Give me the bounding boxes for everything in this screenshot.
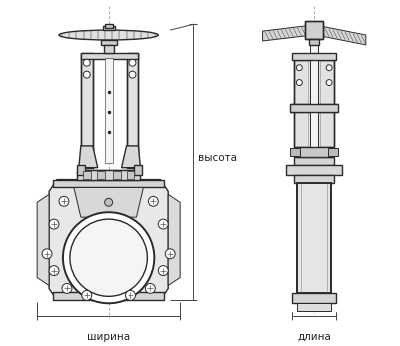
Polygon shape bbox=[262, 25, 312, 41]
Circle shape bbox=[42, 249, 52, 259]
Bar bbox=[294, 175, 334, 183]
Circle shape bbox=[296, 80, 302, 85]
Bar bbox=[97, 171, 105, 179]
Bar bbox=[83, 171, 91, 179]
Bar bbox=[290, 104, 338, 112]
Bar bbox=[134, 165, 142, 175]
Bar bbox=[53, 180, 164, 188]
Bar bbox=[297, 183, 331, 293]
Text: длина: длина bbox=[297, 332, 331, 342]
Polygon shape bbox=[122, 146, 140, 168]
Bar bbox=[296, 147, 332, 157]
Bar bbox=[101, 40, 116, 45]
Bar bbox=[105, 24, 113, 28]
Circle shape bbox=[165, 249, 175, 259]
Bar bbox=[126, 53, 138, 168]
Circle shape bbox=[83, 59, 90, 66]
Polygon shape bbox=[37, 194, 49, 285]
Circle shape bbox=[59, 197, 69, 206]
Polygon shape bbox=[74, 188, 143, 217]
Polygon shape bbox=[49, 180, 168, 300]
Bar bbox=[294, 60, 334, 147]
Bar bbox=[310, 45, 318, 156]
Bar bbox=[294, 157, 334, 165]
Circle shape bbox=[129, 59, 136, 66]
Text: ширина: ширина bbox=[87, 332, 130, 342]
Text: высота: высота bbox=[198, 153, 237, 163]
Circle shape bbox=[62, 283, 72, 293]
Bar bbox=[286, 165, 342, 175]
Circle shape bbox=[158, 266, 168, 275]
Polygon shape bbox=[168, 194, 180, 285]
Circle shape bbox=[326, 65, 332, 71]
Circle shape bbox=[148, 197, 158, 206]
Circle shape bbox=[70, 219, 147, 296]
Bar bbox=[53, 292, 164, 300]
Circle shape bbox=[49, 266, 59, 275]
Circle shape bbox=[49, 219, 59, 229]
Bar bbox=[305, 21, 323, 39]
Bar bbox=[103, 26, 114, 30]
Ellipse shape bbox=[59, 30, 158, 40]
Circle shape bbox=[126, 290, 136, 300]
Bar bbox=[292, 293, 336, 303]
Bar bbox=[292, 53, 336, 60]
Circle shape bbox=[326, 80, 332, 85]
Circle shape bbox=[145, 283, 155, 293]
Bar bbox=[328, 148, 338, 156]
Bar bbox=[81, 53, 93, 168]
Bar bbox=[126, 171, 134, 179]
Circle shape bbox=[63, 212, 154, 303]
Bar bbox=[290, 148, 300, 156]
Circle shape bbox=[158, 219, 168, 229]
Bar bbox=[77, 165, 85, 175]
Bar bbox=[81, 53, 138, 59]
Polygon shape bbox=[316, 25, 366, 45]
Bar bbox=[77, 170, 140, 180]
Bar bbox=[113, 171, 120, 179]
Polygon shape bbox=[79, 146, 98, 168]
Circle shape bbox=[105, 198, 113, 206]
Bar bbox=[105, 58, 113, 163]
Circle shape bbox=[296, 65, 302, 71]
Circle shape bbox=[83, 71, 90, 78]
Bar bbox=[297, 303, 331, 311]
Bar bbox=[309, 39, 319, 45]
Bar bbox=[104, 45, 114, 53]
Circle shape bbox=[82, 290, 92, 300]
Circle shape bbox=[129, 71, 136, 78]
